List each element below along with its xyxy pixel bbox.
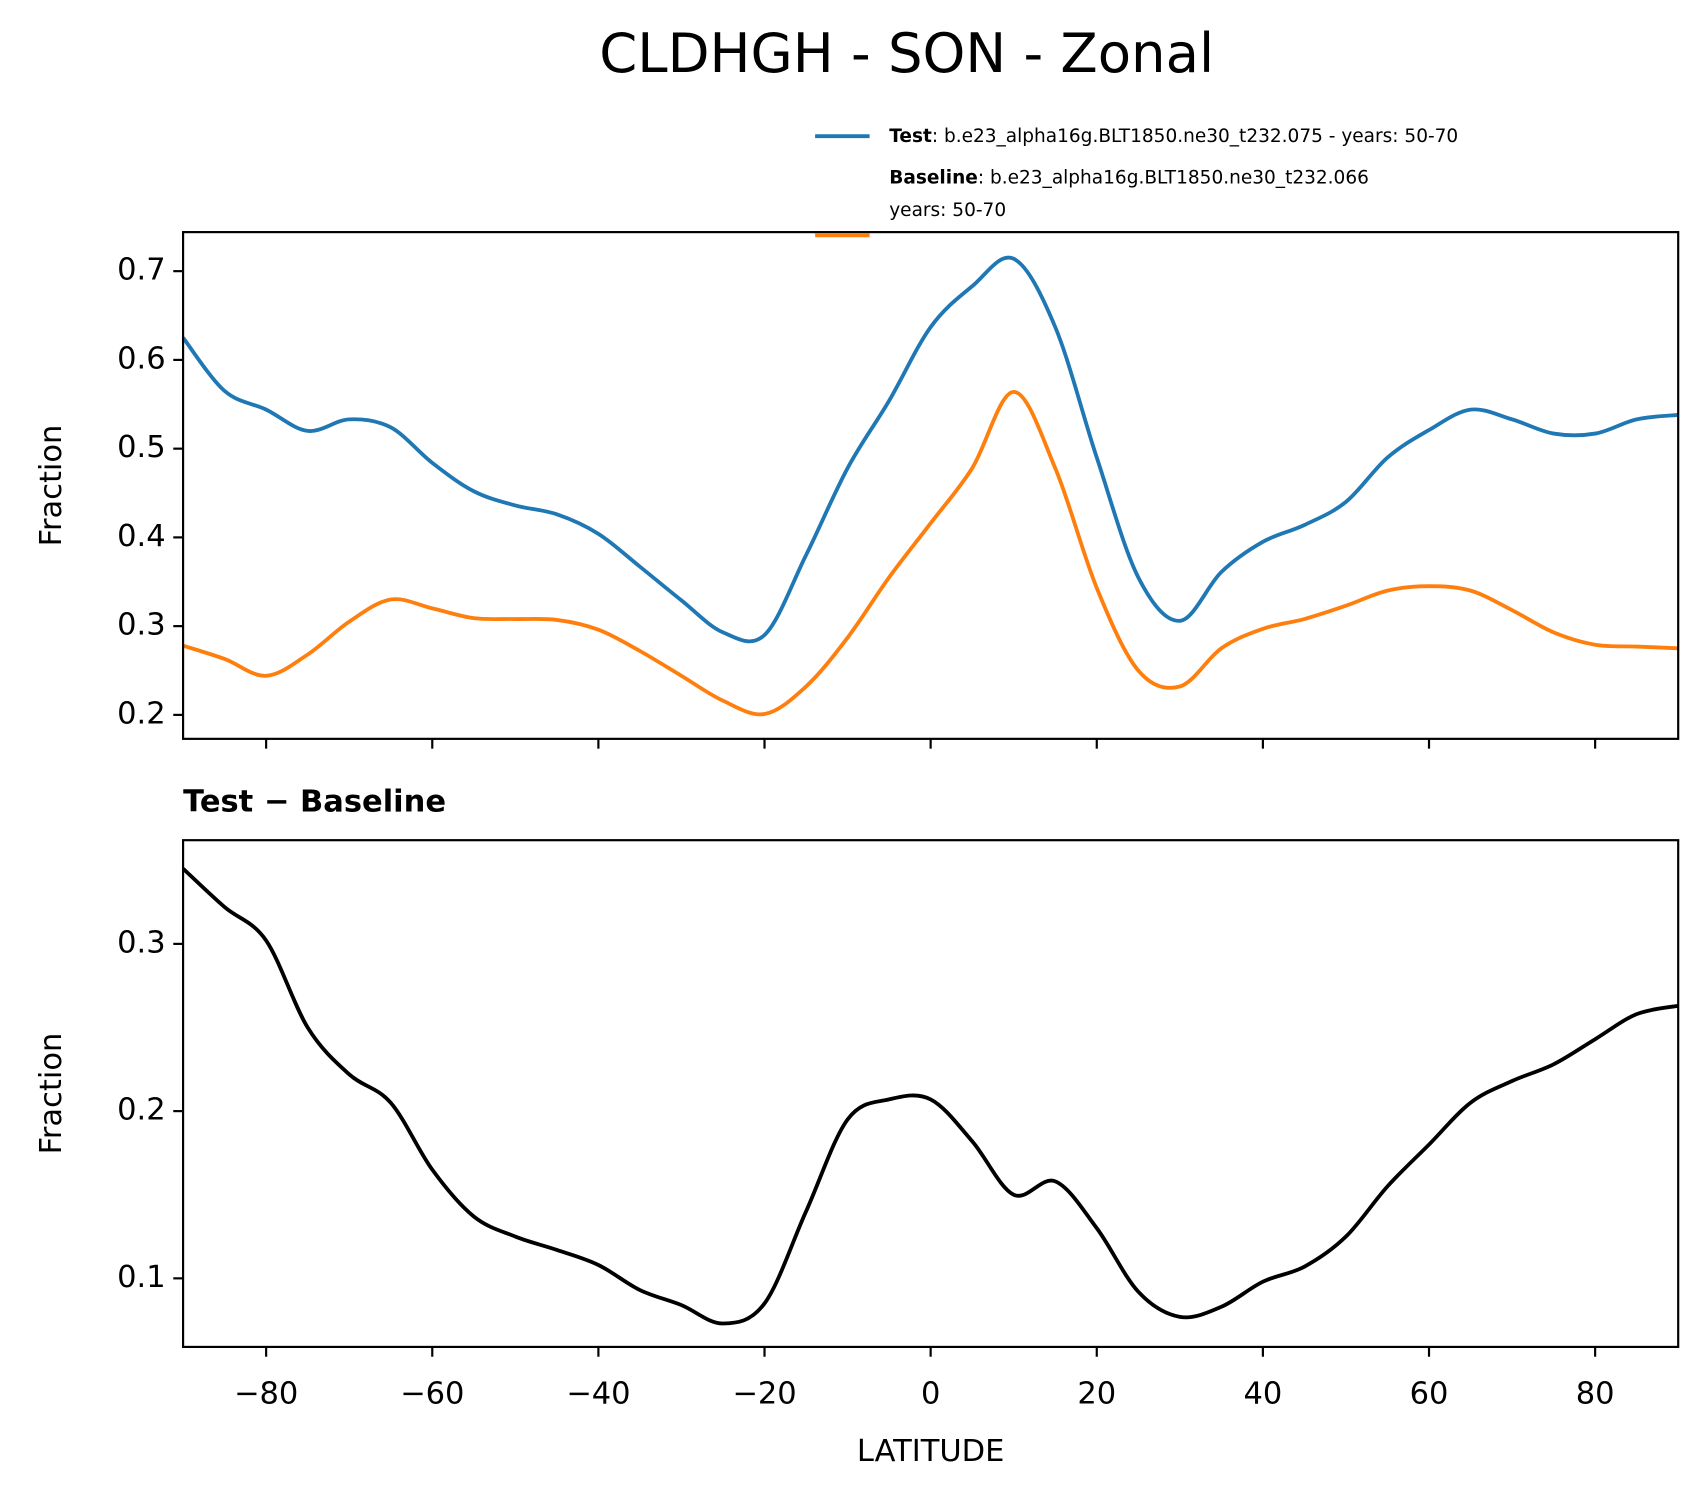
y-tick-label: 0.7 — [117, 253, 166, 288]
figure-title: CLDHGH - SON - Zonal — [599, 21, 1214, 85]
y-tick-label: 0.4 — [117, 519, 166, 554]
y-tick-label: 0.6 — [117, 341, 166, 376]
data-line — [182, 389, 1679, 717]
legend-name: Test — [889, 126, 932, 147]
x-axis-label: LATITUDE — [857, 1434, 1005, 1469]
legend-description: : b.e23_alpha16g.BLT1850.ne30_t232.066 — [978, 167, 1369, 188]
legend-description: years: 50-70 — [889, 200, 1006, 221]
x-tick-label: −80 — [234, 1376, 298, 1411]
panel-title: Test − Baseline — [183, 785, 446, 820]
legend-name: Baseline — [889, 167, 978, 188]
plot-frame — [181, 231, 1680, 740]
y-tick-label: 0.3 — [117, 608, 166, 643]
y-tick-label: 0.2 — [117, 696, 166, 731]
x-tick-label: 20 — [1077, 1376, 1116, 1411]
y-axis-label: Fraction — [34, 425, 69, 547]
x-tick-label: −60 — [400, 1376, 464, 1411]
data-line — [181, 867, 1679, 1326]
x-tick-label: 80 — [1576, 1376, 1615, 1411]
plot-frame — [181, 839, 1680, 1349]
y-tick-label: 0.3 — [117, 925, 166, 960]
y-tick-label: 0.2 — [117, 1093, 166, 1128]
legend-entry: Test: b.e23_alpha16g.BLT1850.ne30_t232.0… — [889, 126, 1458, 147]
data-line — [181, 255, 1679, 644]
y-axis-label: Fraction — [34, 1033, 69, 1155]
x-tick-label: 60 — [1410, 1376, 1449, 1411]
y-tick-label: 0.1 — [117, 1260, 166, 1295]
x-tick-label: 40 — [1243, 1376, 1282, 1411]
x-tick-label: −40 — [566, 1376, 630, 1411]
x-tick-label: 0 — [921, 1376, 940, 1411]
y-tick-label: 0.5 — [117, 430, 166, 465]
x-tick-label: −20 — [732, 1376, 796, 1411]
legend-entry: Baseline: b.e23_alpha16g.BLT1850.ne30_t2… — [889, 167, 1369, 188]
legend-description: : b.e23_alpha16g.BLT1850.ne30_t232.075 -… — [932, 126, 1458, 147]
